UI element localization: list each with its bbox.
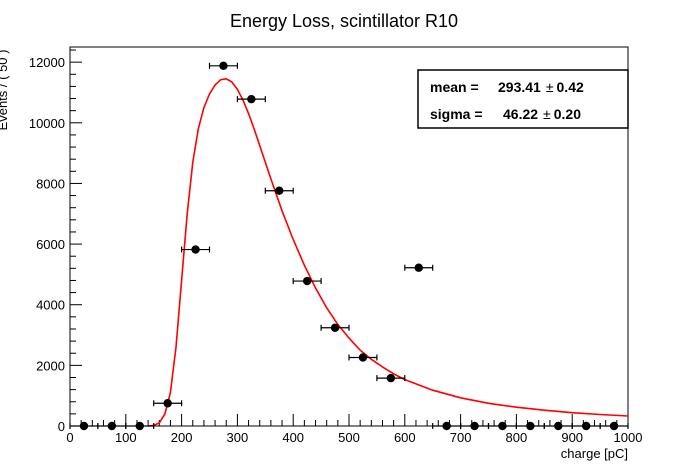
data-marker (107, 421, 117, 431)
y-tick-label: 10000 (29, 116, 65, 131)
y-tick-label: 4000 (36, 298, 65, 313)
data-marker (609, 421, 619, 431)
stats-mean-value: 293.41 (498, 79, 541, 95)
data-point (69, 421, 99, 431)
data-point (460, 421, 490, 431)
x-tick-label: 0 (66, 430, 73, 445)
data-point (487, 421, 518, 431)
data-marker (79, 421, 89, 431)
data-marker (386, 373, 396, 383)
data-point (432, 421, 462, 431)
stats-sigma-label: sigma = (430, 106, 486, 122)
data-point (97, 421, 127, 431)
data-marker (358, 353, 368, 362)
data-point (599, 421, 629, 431)
x-tick-label: 200 (171, 430, 193, 445)
data-points (69, 61, 629, 431)
x-tick-label: 500 (338, 430, 360, 445)
data-marker (135, 421, 144, 431)
data-marker (526, 421, 535, 431)
stats-mean-error: 0.42 (557, 79, 584, 95)
data-point (404, 263, 434, 272)
data-marker (554, 421, 563, 431)
data-point (348, 353, 378, 362)
x-tick-label: 900 (561, 430, 583, 445)
data-point (125, 421, 155, 431)
stats-sigma-value: 46.22 (503, 106, 538, 122)
fit-curve (148, 77, 629, 427)
stats-mean-pm: ± (546, 79, 554, 95)
x-axis-ticks: 0 100 200 300 400 500 600 700 800 900 1000 (66, 414, 642, 445)
data-point (264, 186, 294, 195)
stats-box-frame (417, 69, 629, 129)
x-tick-label: 300 (227, 430, 249, 445)
x-tick-label: 100 (115, 430, 137, 445)
y-axis-label: Events / ( 50 ) (0, 50, 10, 131)
data-point (320, 323, 350, 332)
data-point (181, 245, 211, 254)
y-tick-label: 8000 (36, 176, 65, 191)
data-marker (247, 94, 256, 104)
stats-sigma-error: 0.20 (554, 106, 581, 122)
data-point (236, 94, 266, 104)
data-point (376, 373, 406, 383)
data-marker (191, 245, 200, 254)
data-point (153, 399, 183, 408)
data-marker (581, 421, 591, 431)
stats-sigma-pm: ± (543, 106, 551, 122)
data-marker (442, 421, 451, 431)
stats-box: mean = 293.41 ±0.42 sigma = 46.22 ±0.20 (417, 69, 629, 129)
x-tick-label: 700 (450, 430, 472, 445)
stats-sigma: sigma = 46.22 ±0.20 (430, 106, 581, 122)
x-tick-label: 400 (282, 430, 304, 445)
data-marker (302, 276, 312, 286)
data-marker (219, 61, 228, 70)
y-tick-label: 0 (58, 419, 65, 434)
y-axis-ticks: 0 2000 4000 6000 8000 10000 12000 (29, 49, 82, 434)
data-marker (414, 263, 423, 272)
data-marker (330, 323, 340, 332)
data-point (515, 421, 545, 431)
x-tick-label: 800 (506, 430, 528, 445)
data-point (543, 421, 573, 431)
stats-mean: mean = 293.41 ±0.42 (430, 79, 584, 95)
x-tick-label: 1000 (614, 430, 643, 445)
stats-mean-label: mean = (430, 79, 483, 95)
data-marker (498, 421, 507, 431)
chart-title: Energy Loss, scintillator R10 (230, 11, 458, 31)
data-point (208, 61, 238, 70)
y-tick-label: 6000 (36, 237, 65, 252)
data-marker (163, 399, 172, 408)
data-point (292, 276, 322, 286)
data-point (571, 421, 601, 431)
data-marker (275, 186, 284, 195)
y-tick-label: 12000 (29, 55, 65, 70)
x-axis-label: charge [pC] (561, 446, 628, 461)
y-tick-label: 2000 (36, 358, 65, 373)
data-marker (470, 421, 479, 431)
x-tick-label: 600 (394, 430, 416, 445)
